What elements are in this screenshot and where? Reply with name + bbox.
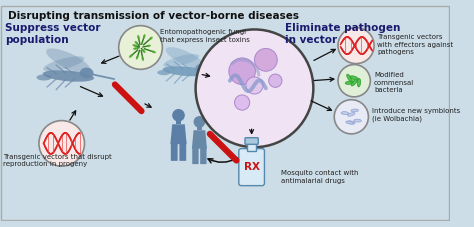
Ellipse shape — [351, 80, 357, 86]
Ellipse shape — [354, 120, 361, 123]
Polygon shape — [170, 125, 187, 145]
Ellipse shape — [195, 65, 207, 74]
Circle shape — [334, 100, 368, 134]
Circle shape — [338, 28, 374, 64]
Ellipse shape — [346, 121, 353, 125]
Ellipse shape — [137, 36, 140, 40]
Ellipse shape — [345, 81, 354, 85]
Text: Mosquito contact with
antimalarial drugs: Mosquito contact with antimalarial drugs — [281, 169, 358, 183]
Ellipse shape — [132, 45, 137, 48]
Ellipse shape — [152, 51, 156, 54]
Ellipse shape — [142, 57, 144, 62]
FancyBboxPatch shape — [245, 138, 258, 145]
Circle shape — [193, 116, 205, 128]
Circle shape — [39, 121, 84, 166]
Text: Disrupting transmission of vector-borne diseases: Disrupting transmission of vector-borne … — [8, 10, 299, 20]
Text: Transgenic vectors
with effectors against
pathogens: Transgenic vectors with effectors agains… — [377, 34, 453, 55]
Circle shape — [246, 78, 263, 95]
Circle shape — [255, 49, 277, 72]
Ellipse shape — [36, 75, 52, 81]
Ellipse shape — [163, 67, 208, 77]
Ellipse shape — [80, 68, 93, 79]
Ellipse shape — [46, 49, 91, 74]
Ellipse shape — [129, 55, 133, 59]
Circle shape — [172, 109, 185, 122]
Ellipse shape — [43, 57, 84, 72]
Ellipse shape — [346, 75, 352, 82]
FancyBboxPatch shape — [197, 127, 202, 131]
Text: Entomopathogenic fungi
that express insect toxins: Entomopathogenic fungi that express inse… — [160, 29, 249, 43]
Ellipse shape — [135, 42, 138, 46]
Ellipse shape — [357, 79, 361, 87]
Text: Introduce new symbionts
(ie Wolbachia): Introduce new symbionts (ie Wolbachia) — [372, 108, 460, 122]
FancyBboxPatch shape — [200, 147, 207, 164]
FancyBboxPatch shape — [179, 142, 186, 161]
Ellipse shape — [142, 50, 146, 54]
Ellipse shape — [149, 37, 153, 41]
Ellipse shape — [43, 71, 94, 82]
Circle shape — [118, 27, 163, 70]
FancyBboxPatch shape — [247, 143, 256, 151]
Text: Eliminate pathogen
in vector: Eliminate pathogen in vector — [285, 23, 400, 45]
Ellipse shape — [146, 45, 151, 48]
Ellipse shape — [341, 112, 349, 115]
Circle shape — [229, 59, 255, 85]
Ellipse shape — [157, 71, 171, 76]
Circle shape — [196, 30, 313, 148]
Ellipse shape — [143, 35, 146, 39]
Text: RX: RX — [244, 161, 260, 171]
Ellipse shape — [133, 48, 137, 51]
FancyBboxPatch shape — [171, 142, 178, 161]
FancyBboxPatch shape — [192, 147, 199, 164]
Text: Modified
commensal
bacteria: Modified commensal bacteria — [374, 72, 414, 93]
Circle shape — [338, 65, 370, 97]
Ellipse shape — [163, 55, 199, 68]
Circle shape — [235, 96, 250, 111]
Ellipse shape — [348, 113, 355, 117]
Text: Suppress vector
population: Suppress vector population — [5, 23, 100, 45]
Text: Transgenic vectors that disrupt
reproduction in progeny: Transgenic vectors that disrupt reproduc… — [3, 153, 111, 167]
Polygon shape — [192, 131, 207, 149]
FancyBboxPatch shape — [1, 7, 449, 220]
Ellipse shape — [166, 48, 205, 69]
Circle shape — [269, 75, 282, 88]
Ellipse shape — [351, 110, 358, 112]
Ellipse shape — [350, 76, 358, 81]
Ellipse shape — [347, 121, 355, 125]
FancyBboxPatch shape — [239, 149, 264, 186]
FancyBboxPatch shape — [176, 121, 181, 125]
Ellipse shape — [136, 56, 138, 60]
